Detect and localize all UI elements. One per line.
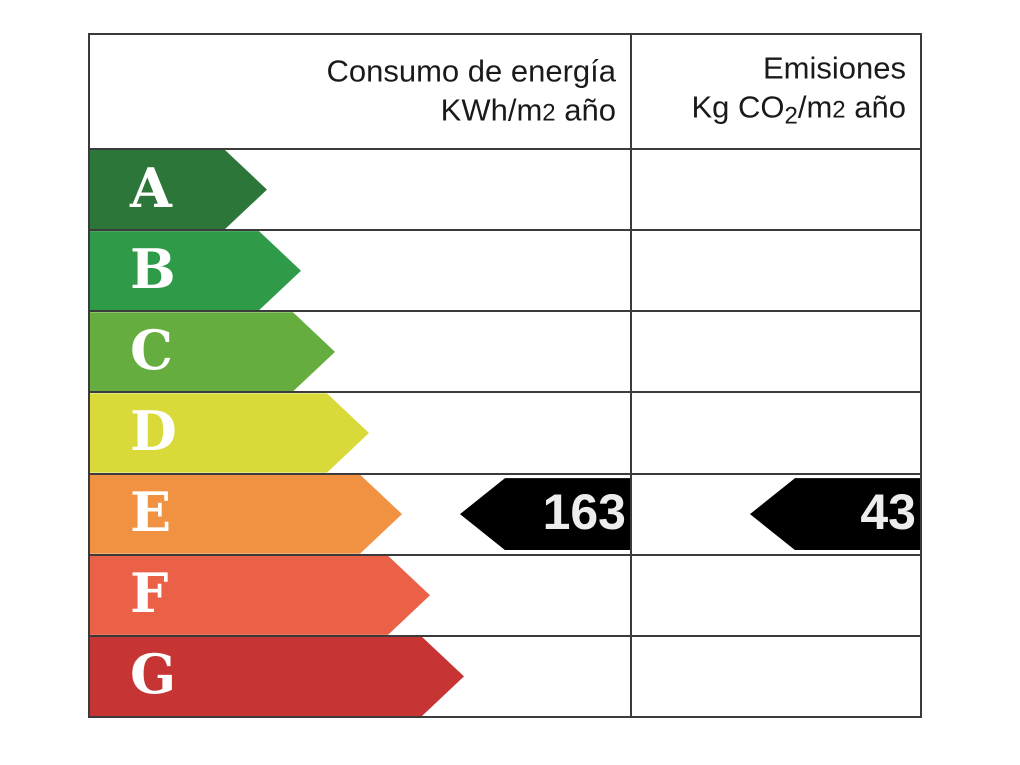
emissions-cell (632, 393, 920, 472)
emissions-cell (632, 312, 920, 391)
rating-letter: E (130, 480, 172, 545)
emissions-cell (632, 556, 920, 635)
consumption-m2-exponent: 2 (542, 99, 556, 126)
rating-letter: B (130, 236, 176, 301)
consumption-cell: C (90, 312, 632, 392)
consumption-header-cell: Consumo de energía KWh/m2 año (90, 35, 632, 148)
emissions-m2-exponent: 2 (832, 96, 846, 123)
co2-subscript: 2 (784, 102, 798, 129)
emissions-indicator-value: 43 (860, 484, 916, 541)
rating-row: E 163 43 (90, 472, 920, 554)
emissions-header-cell: Emisiones Kg CO2/m2 año (632, 35, 920, 148)
rating-arrow: B (90, 231, 301, 310)
rating-row: G (90, 634, 920, 716)
rating-arrow: F (90, 556, 430, 635)
emissions-header: Emisiones Kg CO2/m2 año (691, 48, 906, 135)
energy-certificate-table: Consumo de energía KWh/m2 año Emisiones … (88, 33, 922, 718)
header-row: Consumo de energía KWh/m2 año Emisiones … (90, 35, 920, 148)
emissions-cell: 43 (632, 475, 920, 554)
rating-row: C (90, 310, 920, 392)
consumption-cell: B (90, 231, 632, 311)
emissions-cell (632, 231, 920, 310)
emissions-cell (632, 150, 920, 229)
rating-arrow: E (90, 475, 402, 554)
rating-row: B (90, 229, 920, 311)
emissions-cell (632, 637, 920, 716)
consumption-header-line1: Consumo de energía (326, 53, 616, 88)
rating-row: D (90, 391, 920, 473)
rating-letter: D (130, 398, 177, 463)
consumption-header-line2: KWh/m2 año (440, 92, 616, 127)
consumption-indicator-arrow: 163 (460, 478, 630, 551)
consumption-cell: F (90, 555, 632, 635)
emissions-header-line2: Kg CO2/m2 año (691, 89, 906, 129)
rating-letter: G (130, 642, 177, 707)
consumption-header: Consumo de energía KWh/m2 año (326, 51, 616, 132)
consumption-cell: D (90, 393, 632, 473)
rating-arrow: D (90, 393, 369, 472)
rating-rows: A B C (90, 148, 920, 716)
consumption-cell: A (90, 150, 632, 230)
rating-row: F (90, 553, 920, 635)
consumption-indicator-value: 163 (542, 484, 626, 541)
consumption-cell: E 163 (90, 474, 632, 554)
rating-arrow: C (90, 312, 335, 391)
rating-row: A (90, 148, 920, 230)
rating-letter: C (130, 317, 173, 382)
emissions-header-line1: Emisiones (763, 50, 906, 85)
rating-letter: F (130, 561, 169, 626)
rating-letter: A (130, 155, 172, 220)
rating-arrow: A (90, 150, 267, 229)
rating-arrow: G (90, 637, 464, 716)
consumption-cell: G (90, 636, 632, 716)
emissions-indicator-arrow: 43 (750, 478, 920, 551)
